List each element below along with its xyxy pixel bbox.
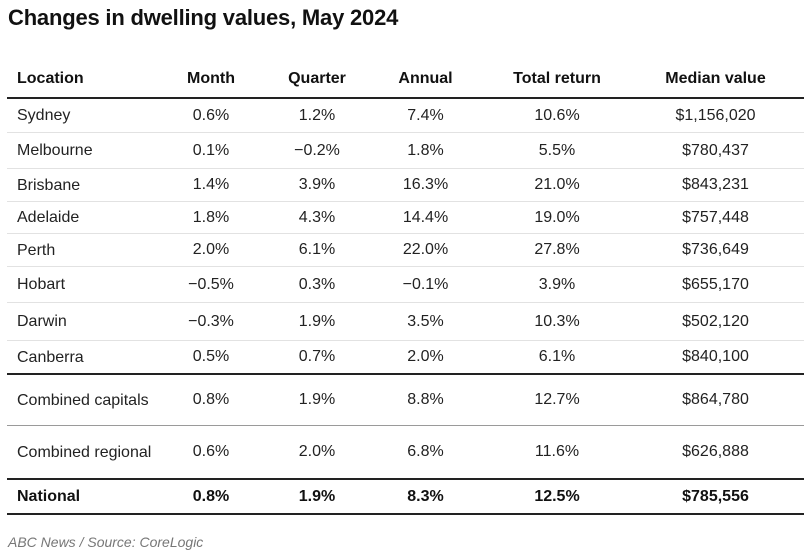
table-row: Darwin −0.3% 1.9% 3.5% 10.3% $502,120 bbox=[7, 302, 804, 341]
cell-quarter: 1.9% bbox=[270, 478, 364, 515]
cell-quarter: 6.1% bbox=[270, 233, 364, 267]
table-row: Combined regional 0.6% 2.0% 6.8% 11.6% $… bbox=[7, 426, 804, 480]
cell-median-value: $780,437 bbox=[627, 132, 804, 169]
column-header-annual: Annual bbox=[364, 61, 487, 99]
cell-annual: 8.8% bbox=[364, 373, 487, 426]
cell-total-return: 12.7% bbox=[487, 373, 627, 426]
cell-location: Combined capitals bbox=[7, 373, 152, 426]
column-header-quarter: Quarter bbox=[270, 61, 364, 99]
cell-annual: 7.4% bbox=[364, 98, 487, 133]
cell-quarter: −0.2% bbox=[270, 132, 364, 169]
cell-median-value: $864,780 bbox=[627, 373, 804, 426]
table-row: Perth 2.0% 6.1% 22.0% 27.8% $736,649 bbox=[7, 233, 804, 267]
cell-location: Perth bbox=[7, 233, 152, 267]
cell-median-value: $655,170 bbox=[627, 266, 804, 303]
cell-annual: 22.0% bbox=[364, 233, 487, 267]
table-row: Canberra 0.5% 0.7% 2.0% 6.1% $840,100 bbox=[7, 340, 804, 375]
cell-median-value: $1,156,020 bbox=[627, 98, 804, 133]
table-row: Hobart −0.5% 0.3% −0.1% 3.9% $655,170 bbox=[7, 266, 804, 303]
cell-total-return: 6.1% bbox=[487, 340, 627, 375]
cell-quarter: 2.0% bbox=[298, 443, 336, 460]
cell-quarter: 0.3% bbox=[270, 266, 364, 303]
cell-annual: −0.1% bbox=[364, 266, 487, 303]
cell-total-return: 10.6% bbox=[487, 98, 627, 133]
cell-annual: 1.8% bbox=[364, 132, 487, 169]
cell-annual: 6.8% bbox=[407, 443, 444, 460]
table-row: National 0.8% 1.9% 8.3% 12.5% $785,556 bbox=[7, 478, 804, 515]
table-row: Melbourne 0.1% −0.2% 1.8% 5.5% $780,437 bbox=[7, 132, 804, 169]
cell-month: 0.8% bbox=[152, 478, 270, 515]
cell-location: Brisbane bbox=[7, 168, 152, 202]
cell-month: −0.5% bbox=[152, 266, 270, 303]
cell-median-value: $502,120 bbox=[627, 302, 804, 341]
cell-annual: 8.3% bbox=[364, 478, 487, 515]
cell-median-value: $626,888 bbox=[682, 443, 749, 460]
table-row: Brisbane 1.4% 3.9% 16.3% 21.0% $843,231 bbox=[7, 168, 804, 202]
column-header-month: Month bbox=[152, 61, 270, 99]
cell-annual: 3.5% bbox=[364, 302, 487, 341]
cell-location: Melbourne bbox=[7, 132, 152, 169]
cell-median-value: $785,556 bbox=[627, 478, 804, 515]
cell-median-value: $843,231 bbox=[627, 168, 804, 202]
cell-month: 0.6% bbox=[152, 98, 270, 133]
cell-median-value: $736,649 bbox=[627, 233, 804, 267]
source-caption: ABC News / Source: CoreLogic bbox=[8, 534, 204, 550]
cell-quarter: 0.7% bbox=[270, 340, 364, 375]
cell-quarter: 1.9% bbox=[270, 373, 364, 426]
cell-quarter: 3.9% bbox=[270, 168, 364, 202]
cell-total-return: 27.8% bbox=[487, 233, 627, 267]
cell-total-return: 12.5% bbox=[487, 478, 627, 515]
column-header-location: Location bbox=[7, 61, 152, 99]
column-header-median-value: Median value bbox=[627, 61, 804, 99]
cell-median-value: $757,448 bbox=[627, 201, 804, 234]
table-row: Combined capitals 0.8% 1.9% 8.8% 12.7% $… bbox=[7, 373, 804, 426]
table-row: Sydney 0.6% 1.2% 7.4% 10.6% $1,156,020 bbox=[7, 98, 804, 133]
cell-location: Canberra bbox=[7, 340, 152, 375]
cell-month: 0.1% bbox=[152, 132, 270, 169]
cell-median-value: $840,100 bbox=[627, 340, 804, 375]
cell-total-return: 3.9% bbox=[487, 266, 627, 303]
column-header-total-return: Total return bbox=[487, 61, 627, 99]
cell-quarter: 1.2% bbox=[270, 98, 364, 133]
table-header-row: Location Month Quarter Annual Total retu… bbox=[7, 61, 804, 99]
cell-annual: 16.3% bbox=[364, 168, 487, 202]
cell-month: 1.4% bbox=[152, 168, 270, 202]
chart-title: Changes in dwelling values, May 2024 bbox=[8, 5, 399, 30]
cell-total-return: 10.3% bbox=[487, 302, 627, 341]
cell-location: Hobart bbox=[7, 266, 152, 303]
cell-month: 0.8% bbox=[152, 373, 270, 426]
cell-total-return: 19.0% bbox=[487, 201, 627, 234]
cell-total-return: 5.5% bbox=[487, 132, 627, 169]
cell-quarter: 4.3% bbox=[270, 201, 364, 234]
cell-month: 2.0% bbox=[152, 233, 270, 267]
cell-annual: 2.0% bbox=[364, 340, 487, 375]
cell-location: Combined regional bbox=[17, 443, 152, 461]
cell-month: −0.3% bbox=[152, 302, 270, 341]
dwelling-values-table: Location Month Quarter Annual Total retu… bbox=[7, 61, 804, 515]
cell-location: National bbox=[7, 478, 152, 515]
cell-total-return: 21.0% bbox=[487, 168, 627, 202]
cell-month: 0.6% bbox=[192, 443, 230, 460]
cell-location: Darwin bbox=[7, 302, 152, 341]
table-row: Adelaide 1.8% 4.3% 14.4% 19.0% $757,448 bbox=[7, 201, 804, 234]
cell-location: Sydney bbox=[7, 98, 152, 133]
cell-location: Adelaide bbox=[7, 201, 152, 234]
cell-month: 0.5% bbox=[152, 340, 270, 375]
cell-annual: 14.4% bbox=[364, 201, 487, 234]
cell-total-return: 11.6% bbox=[534, 443, 580, 460]
cell-quarter: 1.9% bbox=[270, 302, 364, 341]
cell-month: 1.8% bbox=[152, 201, 270, 234]
